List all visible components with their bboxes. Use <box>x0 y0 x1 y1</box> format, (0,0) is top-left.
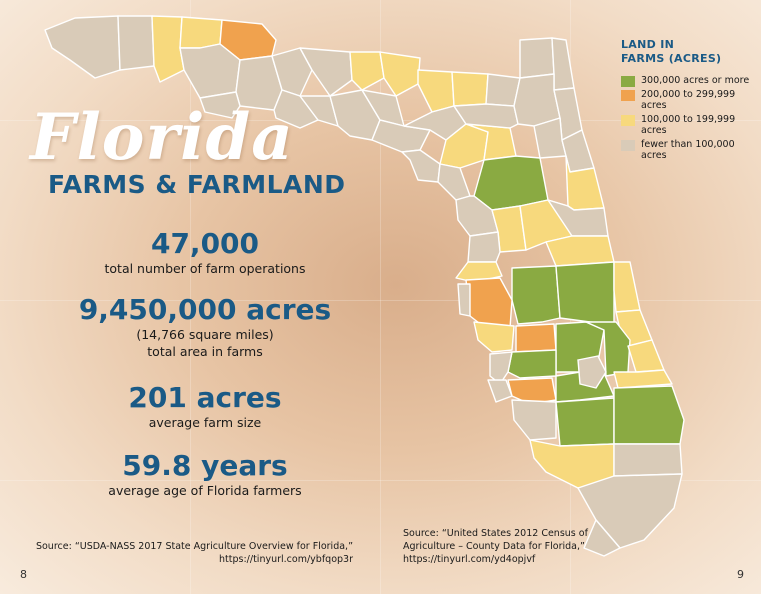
county-region <box>513 73 561 127</box>
stat-label: average age of Florida farmers <box>108 483 302 498</box>
legend-swatch <box>621 76 635 87</box>
legend-item-100k-200k: 100,000 to 199,999 acres <box>621 114 756 136</box>
legend-label: 300,000 acres or more <box>641 75 750 86</box>
source-url: https://tinyurl.com/ybfqop3r <box>219 554 353 565</box>
county-region <box>583 519 621 557</box>
county-region <box>467 231 501 263</box>
legend-item-300k-plus: 300,000 acres or more <box>621 75 756 87</box>
stat-value: 201 acres <box>128 381 282 414</box>
county-region <box>457 283 471 317</box>
stat-label: total area in farms <box>147 344 263 359</box>
county-region <box>627 339 665 373</box>
source-right: Source: “United States 2012 Census of Ag… <box>403 527 623 566</box>
county-region <box>417 69 455 113</box>
source-text: Agriculture – County Data for Florida,” <box>403 541 585 552</box>
county-region <box>551 37 575 91</box>
source-url: https://tinyurl.com/yd4opjvf <box>403 554 536 565</box>
county-region <box>487 379 513 403</box>
county-region <box>511 399 557 441</box>
county-region <box>545 235 615 267</box>
county-region <box>271 47 313 97</box>
county-region <box>473 321 515 353</box>
legend-swatch <box>621 115 635 126</box>
stat-average-age: 59.8 years average age of Florida farmer… <box>40 450 370 499</box>
legend-swatch <box>621 90 635 101</box>
background-grid-line <box>380 0 381 594</box>
county-region <box>491 205 527 253</box>
county-region <box>437 163 471 201</box>
legend-item-200k-300k: 200,000 to 299,999 acres <box>621 89 756 111</box>
legend-title-line1: LAND IN <box>621 38 675 51</box>
legend-label: 100,000 to 199,999 acres <box>641 114 736 136</box>
county-region <box>151 15 185 83</box>
stat-label: average farm size <box>148 415 262 430</box>
county-region <box>613 261 641 313</box>
county-region <box>519 37 555 79</box>
stat-value: 59.8 years <box>122 449 288 482</box>
county-region <box>349 51 385 91</box>
legend-label: fewer than 100,000 acres <box>641 139 735 161</box>
source-text: Source: “USDA-NASS 2017 State Agricultur… <box>35 541 353 552</box>
county-region <box>451 71 489 107</box>
county-region <box>613 443 683 477</box>
county-region <box>199 91 241 119</box>
county-region <box>555 397 615 447</box>
county-region <box>379 51 421 97</box>
county-region <box>44 15 121 79</box>
county-region <box>117 15 155 71</box>
title-subtitle: FARMS & FARMLAND <box>48 170 346 199</box>
legend-label: 200,000 to 299,999 acres <box>641 89 736 111</box>
title-script: Florida <box>30 100 294 175</box>
county-region <box>613 369 673 389</box>
county-region <box>401 149 441 183</box>
stat-farm-area: 9,450,000 acres (14,766 square miles) to… <box>40 294 370 360</box>
page-number-left: 8 <box>20 568 27 581</box>
lake-okeechobee <box>577 355 607 389</box>
source-text: Source: “United States 2012 Census of <box>403 528 588 539</box>
legend-item-under-100k: fewer than 100,000 acres <box>621 139 756 161</box>
county-region <box>507 349 557 379</box>
county-region <box>515 323 557 353</box>
county-region <box>179 16 223 49</box>
stat-value: 47,000 <box>150 227 260 260</box>
stat-average-size: 201 acres average farm size <box>40 382 370 431</box>
map-legend: LAND IN FARMS (ACRES) 300,000 acres or m… <box>621 38 756 161</box>
legend-swatch <box>621 140 635 151</box>
stat-label: total number of farm operations <box>104 261 306 276</box>
county-region <box>511 265 561 325</box>
page-number-right: 9 <box>737 568 744 581</box>
background-grid-line <box>190 0 191 594</box>
county-region <box>613 385 685 445</box>
stat-value: 9,450,000 acres <box>78 293 332 326</box>
background-grid-line <box>0 300 761 301</box>
stat-sublabel: (14,766 square miles) <box>136 327 274 342</box>
county-region <box>533 117 567 159</box>
county-region <box>179 43 241 99</box>
source-left: Source: “USDA-NASS 2017 State Agricultur… <box>28 540 353 566</box>
county-region <box>299 47 353 97</box>
county-region <box>465 277 513 331</box>
background-grid-line <box>0 480 761 481</box>
stat-farm-operations: 47,000 total number of farm operations <box>40 228 370 277</box>
county-region <box>489 351 513 385</box>
legend-title-line2: FARMS (ACRES) <box>621 52 722 65</box>
county-region <box>555 261 615 325</box>
